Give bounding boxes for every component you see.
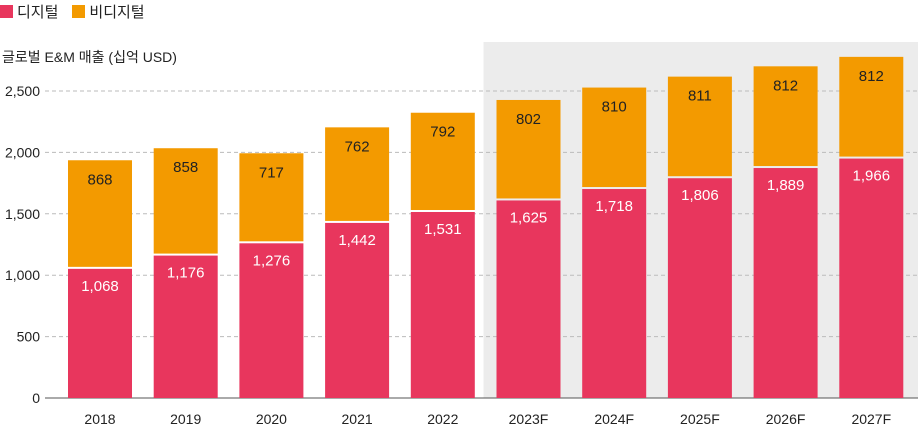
bar-nondigital	[68, 160, 132, 267]
data-label: 858	[173, 159, 198, 176]
y-tick-label: 1,500	[5, 206, 40, 222]
bar-digital	[753, 168, 818, 398]
bar-nondigital	[325, 127, 390, 221]
y-tick-label: 0	[32, 390, 40, 406]
data-label: 812	[859, 68, 884, 85]
x-tick-label: 2025F	[680, 411, 720, 427]
bar-digital	[496, 200, 561, 398]
y-tick-label: 500	[17, 329, 41, 345]
legend-label-nondigital: 비디지털	[89, 4, 145, 21]
legend-label-digital: 디지털	[17, 4, 59, 21]
bar-digital	[839, 158, 904, 398]
data-label: 811	[688, 88, 712, 105]
x-tick-label: 2027F	[851, 411, 891, 427]
data-label: 1,625	[510, 209, 548, 226]
data-label: 1,442	[338, 232, 376, 249]
legend-item-digital: 디지털	[0, 1, 58, 22]
bar-digital	[667, 178, 732, 398]
y-tick-label: 1,000	[5, 267, 40, 283]
x-tick-label: 2022	[427, 411, 458, 427]
data-label: 1,718	[595, 198, 633, 215]
bar-digital	[582, 189, 647, 398]
data-label: 1,176	[167, 265, 205, 282]
x-tick-label: 2020	[256, 411, 287, 427]
data-label: 1,889	[767, 177, 805, 194]
bar-nondigital	[753, 66, 818, 167]
legend-item-nondigital: 비디지털	[72, 1, 145, 22]
data-label: 810	[602, 99, 627, 116]
legend-swatch-nondigital	[72, 5, 86, 18]
data-label: 1,806	[681, 187, 719, 204]
bar-digital	[153, 255, 218, 398]
legend: 디지털 비디지털	[0, 1, 145, 22]
x-tick-label: 2026F	[766, 411, 806, 427]
data-label: 1,966	[853, 168, 891, 185]
bar-nondigital	[239, 153, 304, 242]
bar-digital	[68, 268, 132, 398]
x-tick-label: 2019	[170, 411, 201, 427]
bar-digital	[325, 222, 390, 398]
x-tick-label: 2024F	[594, 411, 634, 427]
data-label: 868	[87, 171, 112, 188]
data-label: 1,531	[424, 221, 462, 238]
bar-nondigital	[153, 148, 218, 254]
legend-swatch-digital	[0, 5, 13, 18]
data-label: 1,276	[253, 252, 291, 269]
x-tick-label: 2021	[342, 411, 373, 427]
bar-nondigital	[667, 76, 732, 177]
data-label: 762	[345, 138, 370, 155]
y-axis-title: 글로벌 E&M 매출 (십억 USD)	[2, 49, 177, 65]
bar-digital	[239, 243, 304, 398]
bar-digital	[410, 211, 475, 398]
x-tick-label: 2018	[84, 411, 115, 427]
x-tick-label: 2023F	[509, 411, 549, 427]
y-tick-label: 2,000	[5, 144, 40, 160]
data-label: 812	[773, 77, 798, 94]
bar-nondigital	[582, 87, 647, 188]
data-label: 717	[259, 164, 284, 181]
bar-nondigital	[410, 112, 475, 210]
bar-nondigital	[839, 56, 904, 157]
data-label: 1,068	[81, 278, 119, 295]
y-tick-label: 2,500	[5, 83, 40, 99]
data-label: 802	[516, 111, 541, 128]
data-label: 792	[430, 124, 455, 141]
bar-nondigital	[496, 99, 561, 199]
